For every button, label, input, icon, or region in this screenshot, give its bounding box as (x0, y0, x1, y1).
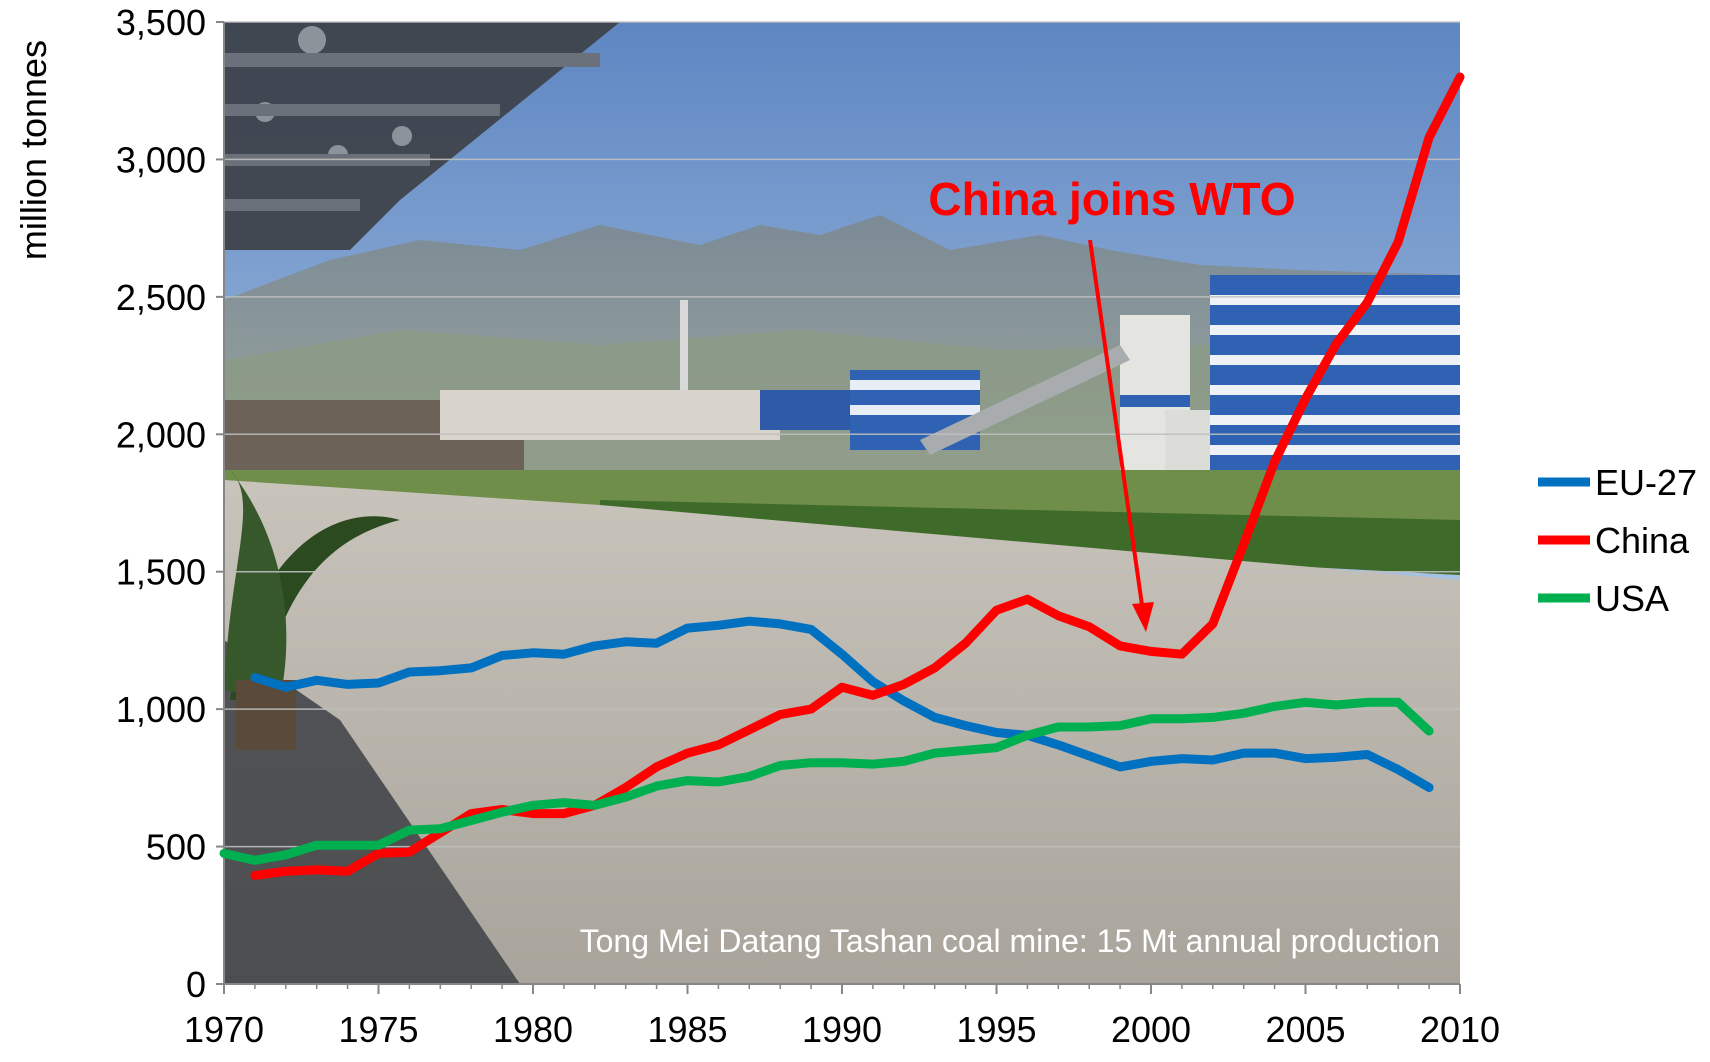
x-tick-label: 1995 (956, 1009, 1036, 1050)
photo-caption: Tong Mei Datang Tashan coal mine: 15 Mt … (580, 923, 1440, 959)
y-tick-label: 3,500 (116, 2, 206, 43)
series-lines (219, 72, 1465, 880)
coal-mine-photo (224, 22, 1460, 984)
x-axis-ticks: 1970 1975 1980 1985 1990 1995 2000 2005 2010 (184, 984, 1500, 1050)
y-tick-label: 1,000 (116, 689, 206, 730)
y-axis-title: million tonnes (13, 40, 54, 260)
y-axis-ticks: 0 500 1,000 1,500 2,000 2,500 3,000 3,500 (116, 2, 224, 1005)
x-tick-label: 1970 (184, 1009, 264, 1050)
series-line-usa (219, 697, 1434, 865)
wto-annotation: China joins WTO (928, 173, 1295, 225)
legend-label-china: China (1595, 520, 1690, 561)
x-tick-label: 1990 (802, 1009, 882, 1050)
y-tick-label: 3,000 (116, 139, 206, 180)
y-tick-label: 0 (186, 964, 206, 1005)
wto-arrow-head (1132, 602, 1154, 632)
y-tick-label: 1,500 (116, 552, 206, 593)
x-tick-label: 2010 (1420, 1009, 1500, 1050)
x-tick-label: 1985 (647, 1009, 727, 1050)
y-tick-label: 2,500 (116, 277, 206, 318)
y-tick-label: 500 (146, 827, 206, 868)
gridlines (224, 21, 1460, 848)
legend-label-eu-27: EU-27 (1595, 462, 1697, 503)
y-tick-label: 2,000 (116, 414, 206, 455)
x-tick-label: 2000 (1111, 1009, 1191, 1050)
x-tick-label: 1980 (493, 1009, 573, 1050)
legend: EU-27 China USA (1538, 462, 1697, 619)
x-tick-label: 1975 (338, 1009, 418, 1050)
series-line-eu-27 (250, 616, 1434, 792)
legend-label-usa: USA (1595, 578, 1669, 619)
x-tick-label: 2005 (1265, 1009, 1345, 1050)
wto-arrow (1088, 239, 1145, 613)
